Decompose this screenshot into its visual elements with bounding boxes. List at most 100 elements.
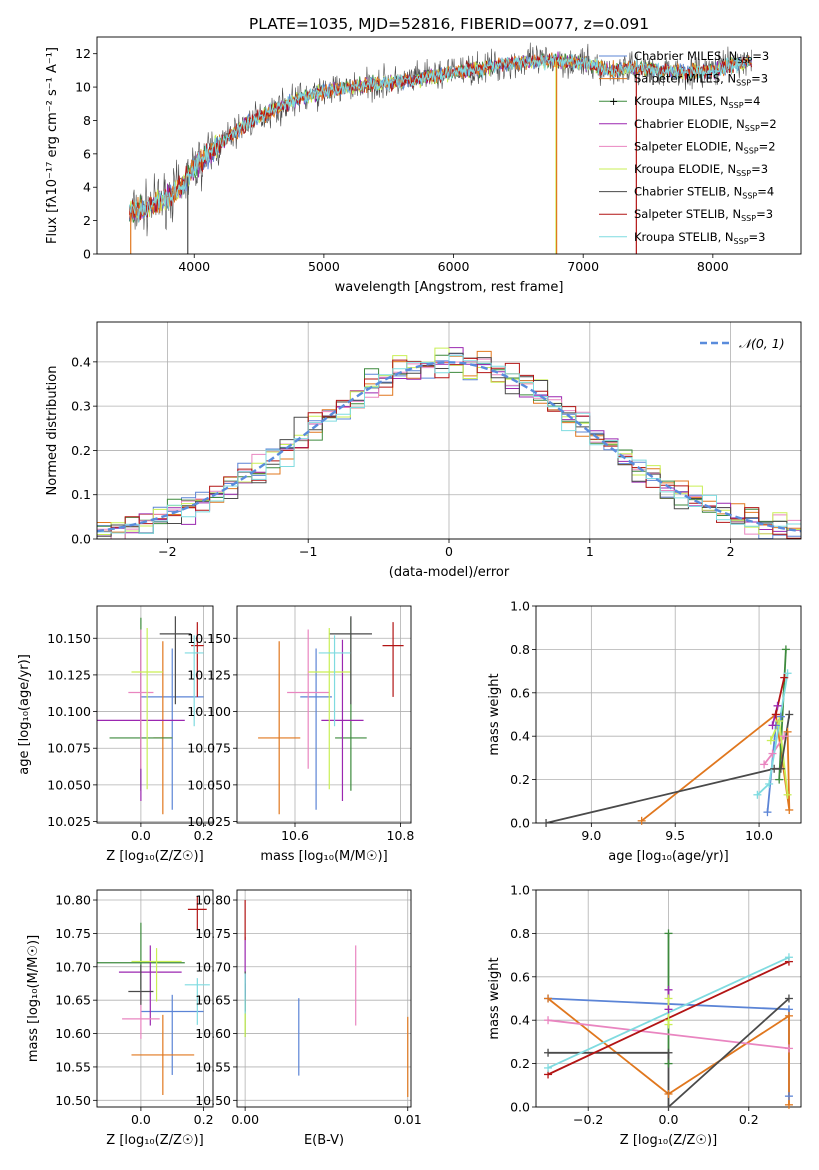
weight-line	[545, 714, 791, 823]
spectrum-line	[129, 42, 752, 237]
panel-mass_weight_vs_z: −0.2 0.0 0.2 0.0 0.2 0.4 0.6 0.8 1.0 Z [log₁₀(Z/Z…	[487, 883, 802, 1148]
y-tick-label: 10.050	[47, 777, 91, 792]
y-tick-label: 10.50	[55, 1093, 91, 1108]
x-tick-label: 0	[445, 544, 453, 559]
x-axis-label: E(B-V)	[304, 1133, 344, 1148]
y-tick-label: 0.3	[71, 399, 91, 414]
y-axis-label: Flux [fλ10⁻¹⁷ erg cm⁻² s⁻¹ A⁻¹]	[45, 47, 60, 244]
y-tick-label: 2	[83, 213, 91, 228]
legend-label: Chabrier ELODIE, NSSP=2	[634, 117, 777, 133]
axes-frame	[236, 605, 412, 824]
normal-curve	[97, 361, 801, 533]
legend-label: Kroupa STELIB, NSSP=3	[634, 230, 765, 246]
y-tick-label: 0.0	[510, 1100, 530, 1115]
y-tick-label: 10.80	[195, 893, 231, 908]
x-tick-label: 10.8	[387, 828, 415, 843]
x-tick-label: 0.2	[194, 828, 214, 843]
x-tick-label: 7000	[567, 259, 599, 274]
y-tick-label: 10.50	[195, 1093, 231, 1108]
x-tick-label: 1	[586, 544, 594, 559]
legend-label: Chabrier STELIB, NSSP=4	[634, 185, 774, 201]
x-axis-label: age [log₁₀(age/yr)]	[608, 849, 729, 864]
x-tick-label: 0.01	[394, 1112, 422, 1127]
legend-label: Salpeter ELODIE, NSSP=2	[634, 139, 776, 155]
y-tick-label: 0.6	[510, 969, 530, 984]
y-tick-label: 0.0	[71, 532, 91, 547]
y-tick-label: 0	[83, 247, 91, 262]
plot-area	[97, 347, 801, 539]
panel-residual_hist: −2 −1 0 1 2 0.0 0.1 0.2 0.3 0.4 (data-model)/error…	[45, 321, 802, 580]
y-axis-label: age [log₁₀(age/yr)]	[17, 654, 32, 775]
y-tick-label: 10.075	[187, 741, 231, 756]
x-tick-label: −0.2	[573, 1112, 603, 1127]
histogram-series	[97, 355, 801, 534]
axes-frame	[96, 321, 802, 540]
x-tick-label: 9.5	[665, 828, 685, 843]
panel-age_vs_mass: 10.6 10.8 10.025 10.050 10.075 10.100 10.125 10…	[187, 605, 415, 864]
y-tick-label: 10.70	[195, 959, 231, 974]
weight-line	[548, 997, 790, 1107]
x-tick-label: 0.2	[194, 1112, 214, 1127]
x-tick-label: 5000	[308, 259, 340, 274]
x-axis-label: Z [log₁₀(Z/Z☉)]	[620, 1133, 717, 1148]
y-tick-label: 10.125	[187, 667, 231, 682]
axes-frame	[535, 605, 802, 824]
x-axis-label: (data-model)/error	[389, 565, 510, 580]
legend-label: Salpeter STELIB, NSSP=3	[634, 207, 773, 223]
x-axis-label: wavelength [Angstrom, rest frame]	[335, 280, 564, 295]
y-tick-label: 10	[75, 80, 91, 95]
x-tick-label: 10.0	[745, 828, 773, 843]
legend-label: 𝒩(0, 1)	[739, 336, 785, 351]
y-tick-label: 12	[75, 46, 91, 61]
x-axis-label: mass [log₁₀(M/M☉)]	[260, 849, 387, 864]
y-tick-label: 8	[83, 113, 91, 128]
spectrum-line	[128, 53, 753, 223]
y-tick-label: 10.125	[47, 667, 91, 682]
axes-frame	[96, 889, 214, 1108]
x-tick-label: 8000	[697, 259, 729, 274]
y-tick-label: 10.70	[55, 959, 91, 974]
x-tick-label: 4000	[178, 259, 210, 274]
legend-label: Salpeter MILES, NSSP=3	[634, 72, 768, 88]
legend-label: Kroupa MILES, NSSP=4	[634, 94, 760, 110]
y-tick-label: 6	[83, 146, 91, 161]
y-tick-label: 0.2	[510, 1056, 530, 1071]
axes-frame	[236, 889, 412, 1108]
x-axis-label: Z [log₁₀(Z/Z☉)]	[106, 1133, 203, 1148]
y-tick-label: 10.025	[187, 814, 231, 829]
legend-label: Chabrier MILES, NSSP=3	[634, 49, 769, 65]
y-tick-label: 1.0	[510, 599, 530, 614]
x-tick-label: 0.0	[659, 1112, 679, 1127]
y-tick-label: 10.65	[195, 993, 231, 1008]
y-tick-label: 10.050	[187, 777, 231, 792]
y-tick-label: 10.150	[187, 631, 231, 646]
x-tick-label: −1	[299, 544, 317, 559]
y-tick-label: 10.55	[55, 1059, 91, 1074]
panel-age_vs_z: 0.0 0.2 10.025 10.050 10.075 10.100 10.125 10.1…	[17, 605, 214, 864]
y-tick-label: 10.65	[55, 993, 91, 1008]
y-tick-label: 10.075	[47, 741, 91, 756]
x-tick-label: 0.0	[131, 1112, 151, 1127]
legend-marker: +	[609, 95, 618, 108]
chart-panels: 4000 5000 6000 7000 8000024681012wavelength …	[17, 36, 802, 1148]
plot-area	[258, 616, 404, 815]
x-tick-label: 10.6	[281, 828, 309, 843]
y-tick-label: 0.8	[510, 642, 530, 657]
spectrum-line	[128, 53, 753, 223]
y-tick-label: 0.4	[71, 354, 91, 369]
weight-line	[547, 1019, 790, 1050]
y-tick-label: 4	[83, 180, 91, 195]
y-tick-label: 0.6	[510, 685, 530, 700]
panel-mass_vs_z: 0.0 0.2 10.50 10.55 10.60 10.65 10.70 10.75 10.8…	[26, 889, 214, 1148]
y-tick-label: 1.0	[510, 883, 530, 898]
panel-mass_weight_vs_age: 9.0 9.5 10.0 0.0 0.2 0.4 0.6 0.8 1.0 age [log₁₀(a…	[487, 599, 802, 864]
y-tick-label: 10.80	[55, 893, 91, 908]
legend-label: Kroupa ELODIE, NSSP=3	[634, 162, 768, 178]
weight-line	[778, 649, 787, 780]
x-tick-label: −2	[158, 544, 176, 559]
x-tick-label: 0.00	[231, 1112, 259, 1127]
y-tick-label: 10.75	[55, 926, 91, 941]
axes-frame	[96, 36, 802, 255]
x-tick-label: 0.2	[739, 1112, 759, 1127]
